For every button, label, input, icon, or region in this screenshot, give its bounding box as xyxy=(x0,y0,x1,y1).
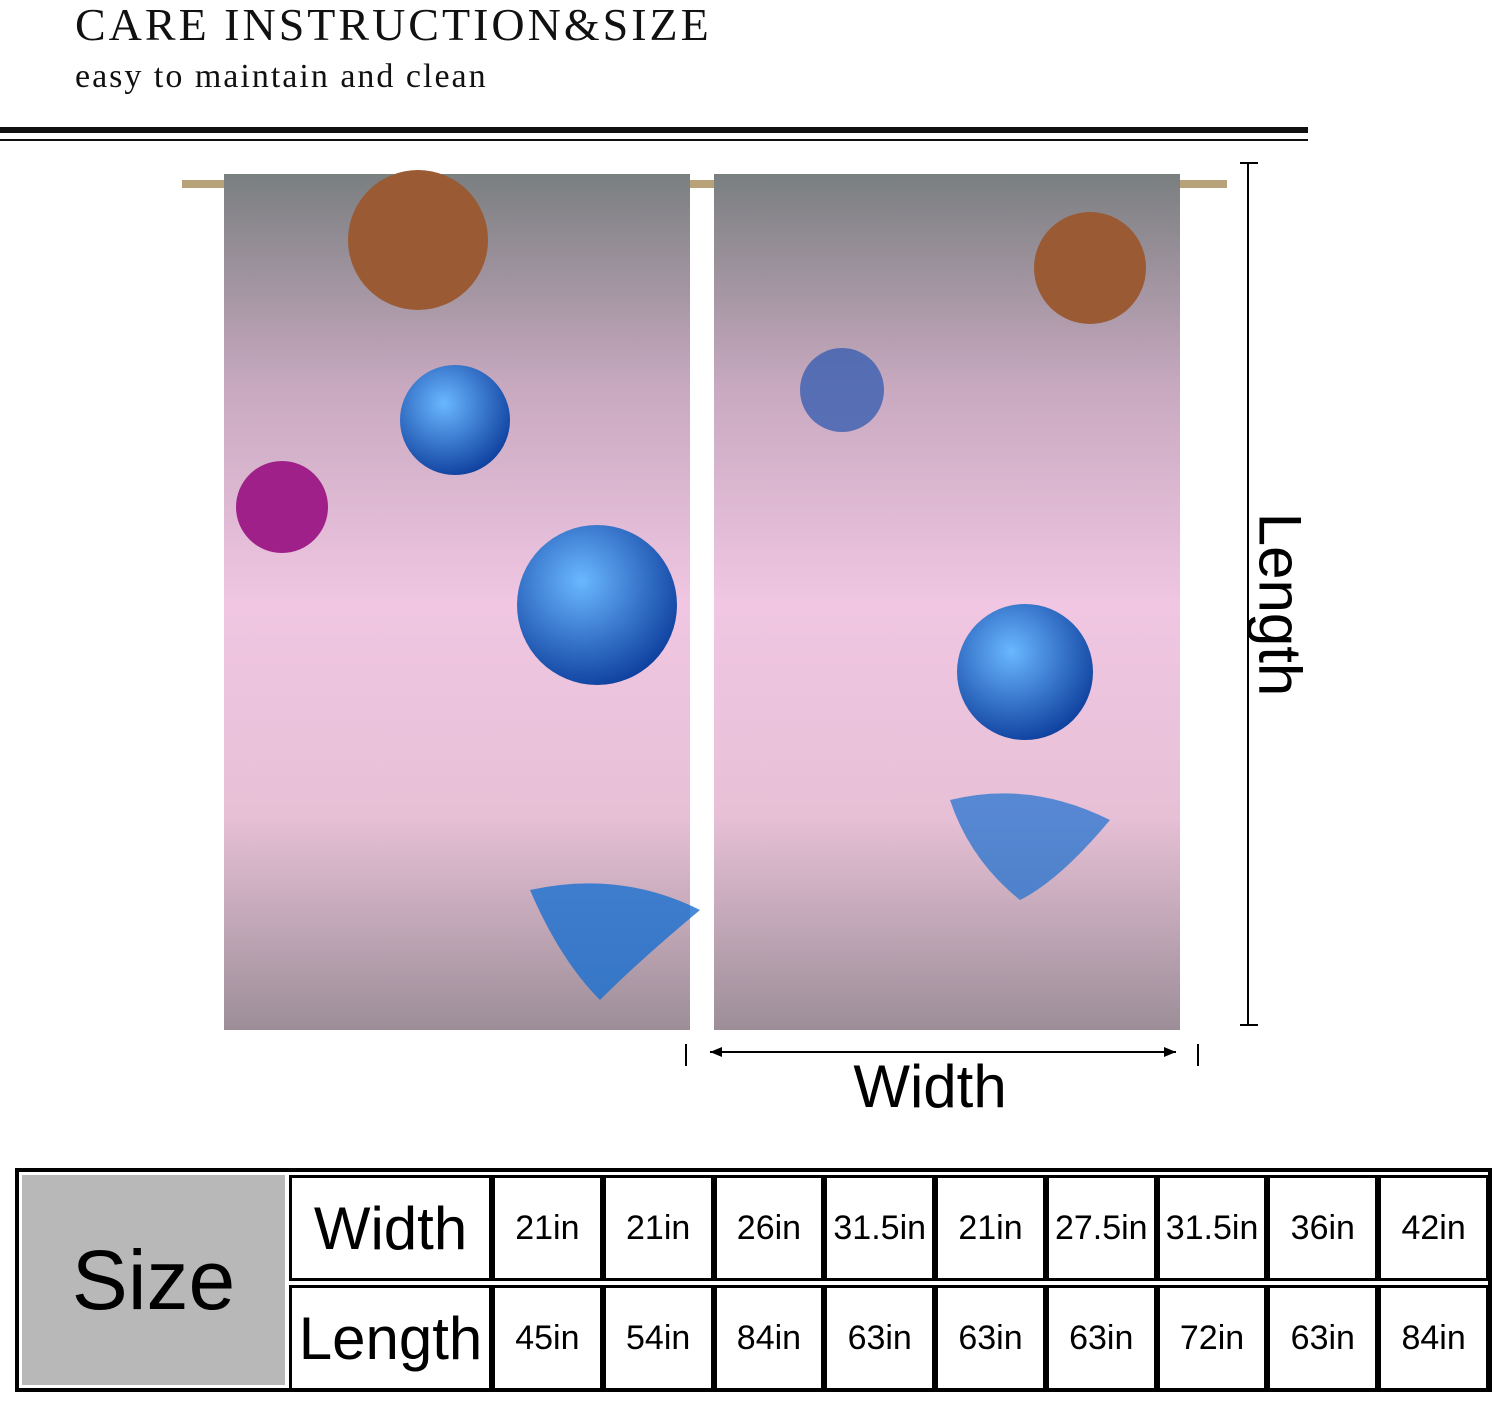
size-cell: 21in xyxy=(492,1175,603,1281)
size-cell: 26in xyxy=(713,1175,825,1281)
title: CARE INSTRUCTION&SIZE xyxy=(75,0,712,50)
size-cell: 72in xyxy=(1156,1285,1268,1391)
size-cell: 36in xyxy=(1267,1175,1379,1281)
size-cell: 84in xyxy=(713,1285,825,1391)
size-cell: 63in xyxy=(824,1285,936,1391)
size-cell: 21in xyxy=(602,1175,714,1281)
size-cell: 54in xyxy=(602,1285,714,1391)
size-cell: 42in xyxy=(1378,1175,1489,1281)
size-cell: 45in xyxy=(492,1285,603,1391)
row-label: Length xyxy=(289,1285,492,1391)
length-label: Length xyxy=(1246,512,1314,697)
size-cell: 31.5in xyxy=(824,1175,936,1281)
width-label: Width xyxy=(853,1053,1007,1120)
size-cell: 27.5in xyxy=(1045,1175,1157,1281)
row-label: Width xyxy=(289,1175,492,1281)
size-cell: 31.5in xyxy=(1156,1175,1268,1281)
size-table: Size Width 21in 21in 26in 31.5in 21in 27.5in 31.… xyxy=(15,1168,1492,1392)
size-cell: 63in xyxy=(1267,1285,1379,1391)
size-cell: 84in xyxy=(1378,1285,1489,1391)
size-cell: 21in xyxy=(935,1175,1046,1281)
diagram xyxy=(0,127,1308,1066)
size-corner: Size xyxy=(22,1175,285,1385)
subtitle: easy to maintain and clean xyxy=(75,58,488,95)
size-cell: 63in xyxy=(935,1285,1046,1391)
size-cell: 63in xyxy=(1045,1285,1157,1391)
